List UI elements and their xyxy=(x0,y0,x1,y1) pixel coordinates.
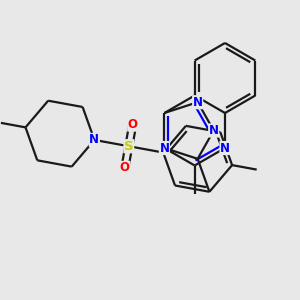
Text: N: N xyxy=(193,96,203,109)
Text: O: O xyxy=(128,118,138,131)
Text: N: N xyxy=(209,124,219,137)
Text: N: N xyxy=(89,134,99,146)
Text: O: O xyxy=(120,161,130,174)
Text: N: N xyxy=(220,142,230,154)
Text: N: N xyxy=(159,142,170,154)
Text: S: S xyxy=(124,140,134,153)
